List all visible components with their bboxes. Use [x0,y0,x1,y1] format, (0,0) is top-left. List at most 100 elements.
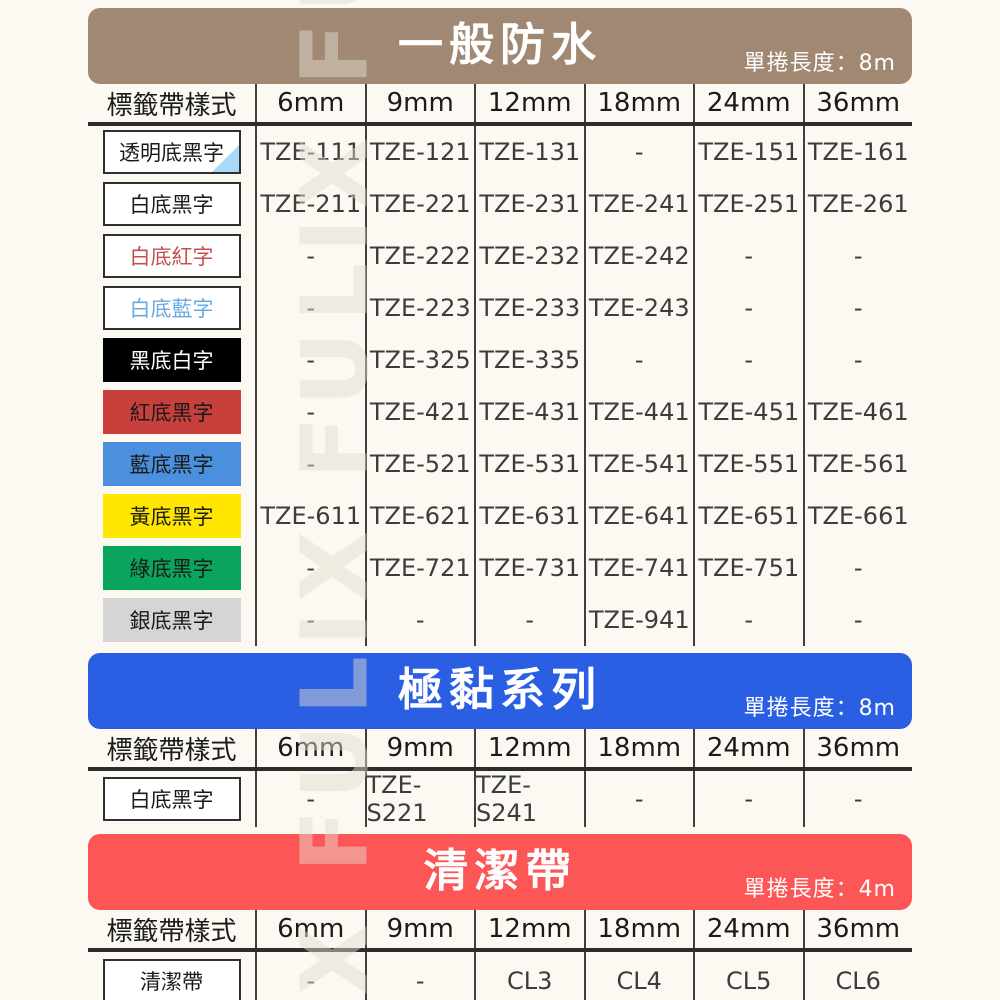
tape-model-cell: TZE-941 [583,594,694,646]
tape-model-cell: CL6 [802,952,913,1000]
tape-model-cell: - [802,542,913,594]
tape-section: 清潔帶 單捲長度：4m 標籤帶樣式 6mm 9mm 12mm 18mm 24mm 36mm … [88,834,912,1000]
tape-model-cell: - [583,771,694,827]
tape-model-cell: TZE-661 [802,490,913,542]
tape-model-cell: TZE-211 [255,178,365,230]
tape-model-cell: TZE-541 [583,438,694,490]
tape-model-cell: TZE-325 [364,334,475,386]
tape-model-cell: TZE-233 [474,282,584,334]
table-row: 白底藍字 - TZE-223 TZE-233 TZE-243- - [88,282,912,334]
tape-model-cell: TZE-731 [474,542,584,594]
label-cell: 白底紅字 [88,230,255,282]
tape-model-cell: - [255,334,365,386]
table-row: 黑底白字 - TZE-325 TZE-335- - - [88,334,912,386]
roll-length-note: 單捲長度：8m [743,696,896,721]
tape-model-cell: TZE-551 [693,438,803,490]
tape-style-swatch: 銀底黑字 [102,598,241,642]
tape-model-cell: - [255,386,365,438]
tape-model-cell: - [255,542,365,594]
tape-model-cell: TZE-131 [474,126,584,178]
tape-model-cell: - [693,334,803,386]
tape-model-cell: - [255,594,365,646]
sections-container: 一般防水 單捲長度：8m 標籤帶樣式 6mm 9mm 12mm 18mm 24mm 36mm… [88,8,912,1000]
column-header-width: 6mm [255,84,365,122]
column-header-width: 18mm [583,84,694,122]
tape-model-cell: - [802,230,913,282]
column-header-width: 18mm [583,729,694,767]
column-header-width: 36mm [802,729,913,767]
tape-style-swatch: 綠底黑字 [102,546,241,590]
column-header-width: 12mm [474,729,584,767]
tape-model-cell: TZE-335 [474,334,584,386]
column-header-width: 6mm [255,910,365,948]
tape-model-cell: TZE-S221 [364,771,475,827]
tape-style-swatch: 透明底黑字 [102,130,241,174]
tape-section: 一般防水 單捲長度：8m 標籤帶樣式 6mm 9mm 12mm 18mm 24mm 36mm… [88,8,912,646]
tape-model-cell: TZE-561 [802,438,913,490]
tape-model-cell: - [583,126,694,178]
column-header-width: 12mm [474,910,584,948]
tape-model-cell: TZE-721 [364,542,475,594]
roll-length-note: 單捲長度：8m [743,51,896,76]
tape-model-cell: TZE-222 [364,230,475,282]
label-cell: 黃底黑字 [88,490,255,542]
tape-model-cell: - [802,771,913,827]
tape-style-swatch: 白底紅字 [102,234,241,278]
tape-model-cell: TZE-521 [364,438,475,490]
column-header-style: 標籤帶樣式 [106,735,237,766]
table-row: 白底紅字 - TZE-222 TZE-232 TZE-242- - [88,230,912,282]
table-header-row: 標籤帶樣式 6mm 9mm 12mm 18mm 24mm 36mm [88,84,912,126]
tape-model-cell: - [364,952,475,1000]
tape-style-swatch: 白底黑字 [102,777,241,821]
tape-style-swatch: 清潔帶 [102,958,241,1000]
tape-model-cell: - [802,282,913,334]
tape-model-cell: TZE-431 [474,386,584,438]
column-header-width: 24mm [693,910,803,948]
table-header-row: 標籤帶樣式 6mm 9mm 12mm 18mm 24mm 36mm [88,910,912,952]
tape-model-cell: - [255,438,365,490]
column-header-width: 12mm [474,84,584,122]
label-cell: 白底黑字 [88,771,255,827]
table-row: 白底黑字 TZE-211 TZE-221 TZE-231 TZE-241 TZE-251 T… [88,178,912,230]
label-cell: 透明底黑字 [88,126,255,178]
tape-model-cell: - [583,334,694,386]
label-cell: 黑底白字 [88,334,255,386]
column-header-style: 標籤帶樣式 [106,916,237,947]
tape-style-swatch: 白底藍字 [102,286,241,330]
tape-model-cell: TZE-121 [364,126,475,178]
tape-model-cell: CL5 [693,952,803,1000]
column-header-width: 24mm [693,729,803,767]
tape-model-cell: - [255,952,365,1000]
tape-model-cell: TZE-232 [474,230,584,282]
table-header-row: 標籤帶樣式 6mm 9mm 12mm 18mm 24mm 36mm [88,729,912,771]
tape-section: 極黏系列 單捲長度：8m 標籤帶樣式 6mm 9mm 12mm 18mm 24mm 36mm… [88,653,912,827]
label-cell: 綠底黑字 [88,542,255,594]
section-title-band: 一般防水 單捲長度：8m [88,8,912,84]
table-row: 綠底黑字 - TZE-721 TZE-731 TZE-741 TZE-751- [88,542,912,594]
table-row: 清潔帶 - - CL3 CL4 CL5 CL6 [88,952,912,1000]
label-cell: 白底黑字 [88,178,255,230]
tape-model-cell: TZE-243 [583,282,694,334]
tape-model-cell: - [693,771,803,827]
tape-model-cell: TZE-461 [802,386,913,438]
tape-model-cell: TZE-151 [693,126,803,178]
section-title: 極黏系列 [397,662,602,716]
tape-model-cell: - [693,282,803,334]
tape-model-cell: TZE-111 [255,126,365,178]
tape-model-cell: TZE-641 [583,490,694,542]
table-row: 白底黑字 - TZE-S221 TZE-S241- - - [88,771,912,827]
label-cell: 銀底黑字 [88,594,255,646]
tape-model-cell: - [474,594,584,646]
tape-model-cell: TZE-241 [583,178,694,230]
label-cell: 紅底黑字 [88,386,255,438]
table-row: 銀底黑字 - - - TZE-941- - [88,594,912,646]
tape-model-cell: TZE-261 [802,178,913,230]
tape-model-cell: - [802,594,913,646]
tape-model-cell: TZE-231 [474,178,584,230]
tape-model-cell: TZE-251 [693,178,803,230]
tape-model-cell: TZE-621 [364,490,475,542]
table-row: 透明底黑字 TZE-111 TZE-121 TZE-131- TZE-151 TZE-16… [88,126,912,178]
column-header-width: 9mm [364,729,475,767]
tape-model-cell: - [255,771,365,827]
